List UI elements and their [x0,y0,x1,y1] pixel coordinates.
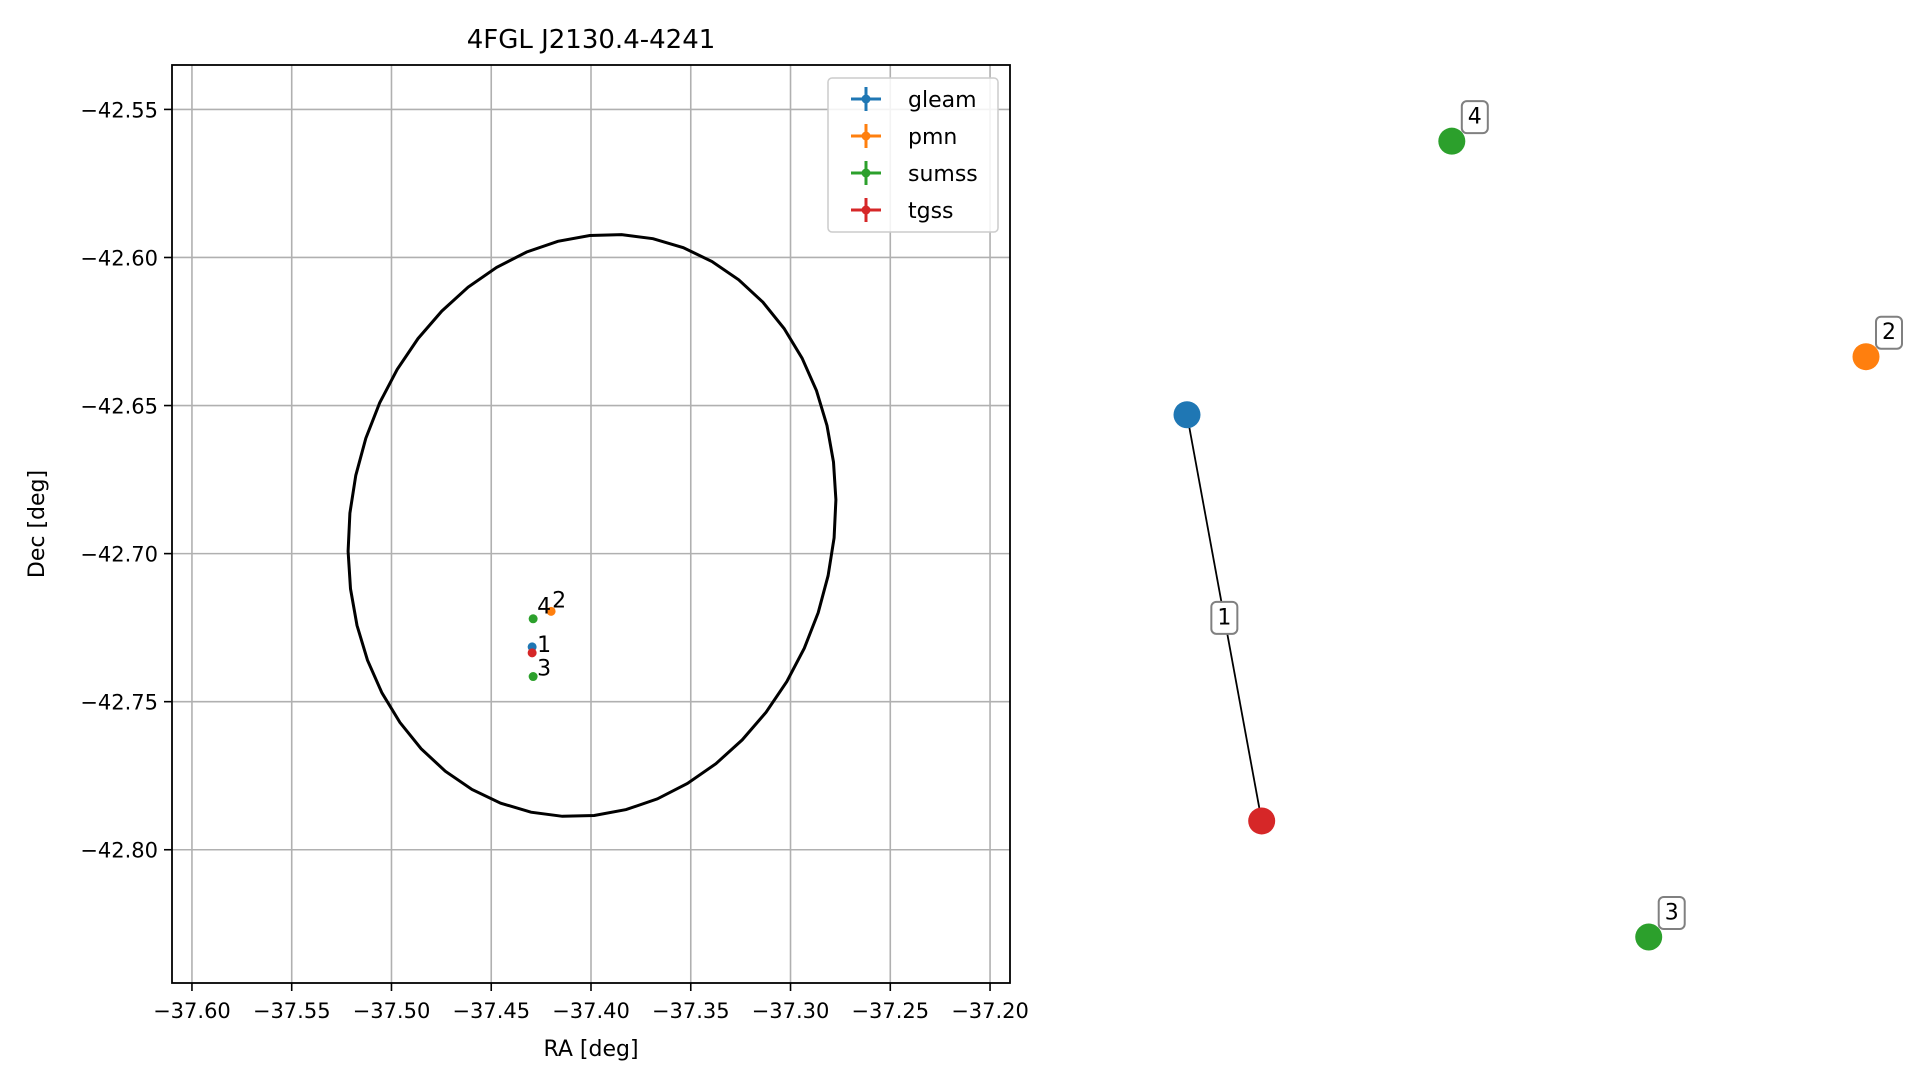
x-tick-label: −37.40 [552,999,630,1023]
source-points [527,606,556,682]
y-tick-label: −42.70 [80,543,158,567]
graph-labels: 1 4 2 3 [1210,100,1903,930]
chart-title: 4FGL J2130.4-4241 [467,25,716,55]
source-label: 3 [537,657,551,682]
graph-node [1852,343,1880,371]
legend-label-sumss: sumss [908,162,978,187]
grid [172,65,1010,983]
x-tick-label: −37.45 [452,999,530,1023]
legend-box [827,77,999,233]
point-sumss [528,614,538,624]
edge-label: 1 [1217,605,1231,630]
source-label: 4 [537,594,551,619]
y-tick-label: −42.60 [80,246,158,270]
source-label: 1 [537,633,551,658]
x-tick-label: −37.25 [851,999,929,1023]
node-label: 3 [1665,901,1679,926]
legend: gleam pmn sumss tgss [827,77,999,233]
x-tick-label: −37.50 [353,999,431,1023]
point-pmn [546,606,556,616]
x-tick-label: −37.35 [652,999,730,1023]
source-labels: 4 213 [537,589,566,682]
x-tick-label: −37.55 [253,999,331,1023]
edge-label-box [1210,600,1239,635]
node-label-box [1875,315,1903,350]
association-graph: 1 4 2 3 [1173,100,1903,951]
x-tick-label: −37.20 [951,999,1029,1023]
x-tick-label: −37.60 [153,999,231,1023]
legend-marker-sumss [861,168,871,178]
graph-node [1173,401,1201,429]
sky-position-plot: 4 213 −37.60 −37.55 −37.50 −37.45 −37.40 −37.3… [25,25,1029,1062]
graph-nodes [1173,127,1880,951]
legend-label-tgss: tgss [908,199,954,224]
y-tick-label: −42.80 [80,839,158,863]
x-axis-ticks: −37.60 −37.55 −37.50 −37.45 −37.40 −37.35 −37.… [153,983,1029,1023]
legend-label-pmn: pmn [908,125,957,150]
y-axis-ticks: −42.55 −42.60 −42.65 −42.70 −42.75 −42.80 [80,98,172,863]
x-axis-label: RA [deg] [543,1037,638,1062]
y-tick-label: −42.75 [80,691,158,715]
y-tick-label: −42.55 [80,98,158,122]
node-label: 4 [1468,105,1482,130]
node-label-box [1657,896,1686,930]
graph-node [1635,923,1663,951]
graph-node [1438,127,1466,155]
y-axis-label: Dec [deg] [25,470,50,578]
y-tick-label: −42.65 [80,395,158,419]
node-label-box [1460,100,1489,135]
point-sumss [528,672,538,682]
source-label: 2 [552,589,566,614]
x-tick-label: −37.30 [752,999,830,1023]
legend-marker-pmn [861,131,871,141]
legend-marker-gleam [861,94,871,104]
graph-node [1248,807,1276,835]
legend-label-gleam: gleam [908,88,977,113]
localization-ellipse [346,233,838,818]
point-tgss [527,648,537,658]
legend-marker-tgss [861,205,871,215]
node-label: 2 [1882,320,1896,345]
